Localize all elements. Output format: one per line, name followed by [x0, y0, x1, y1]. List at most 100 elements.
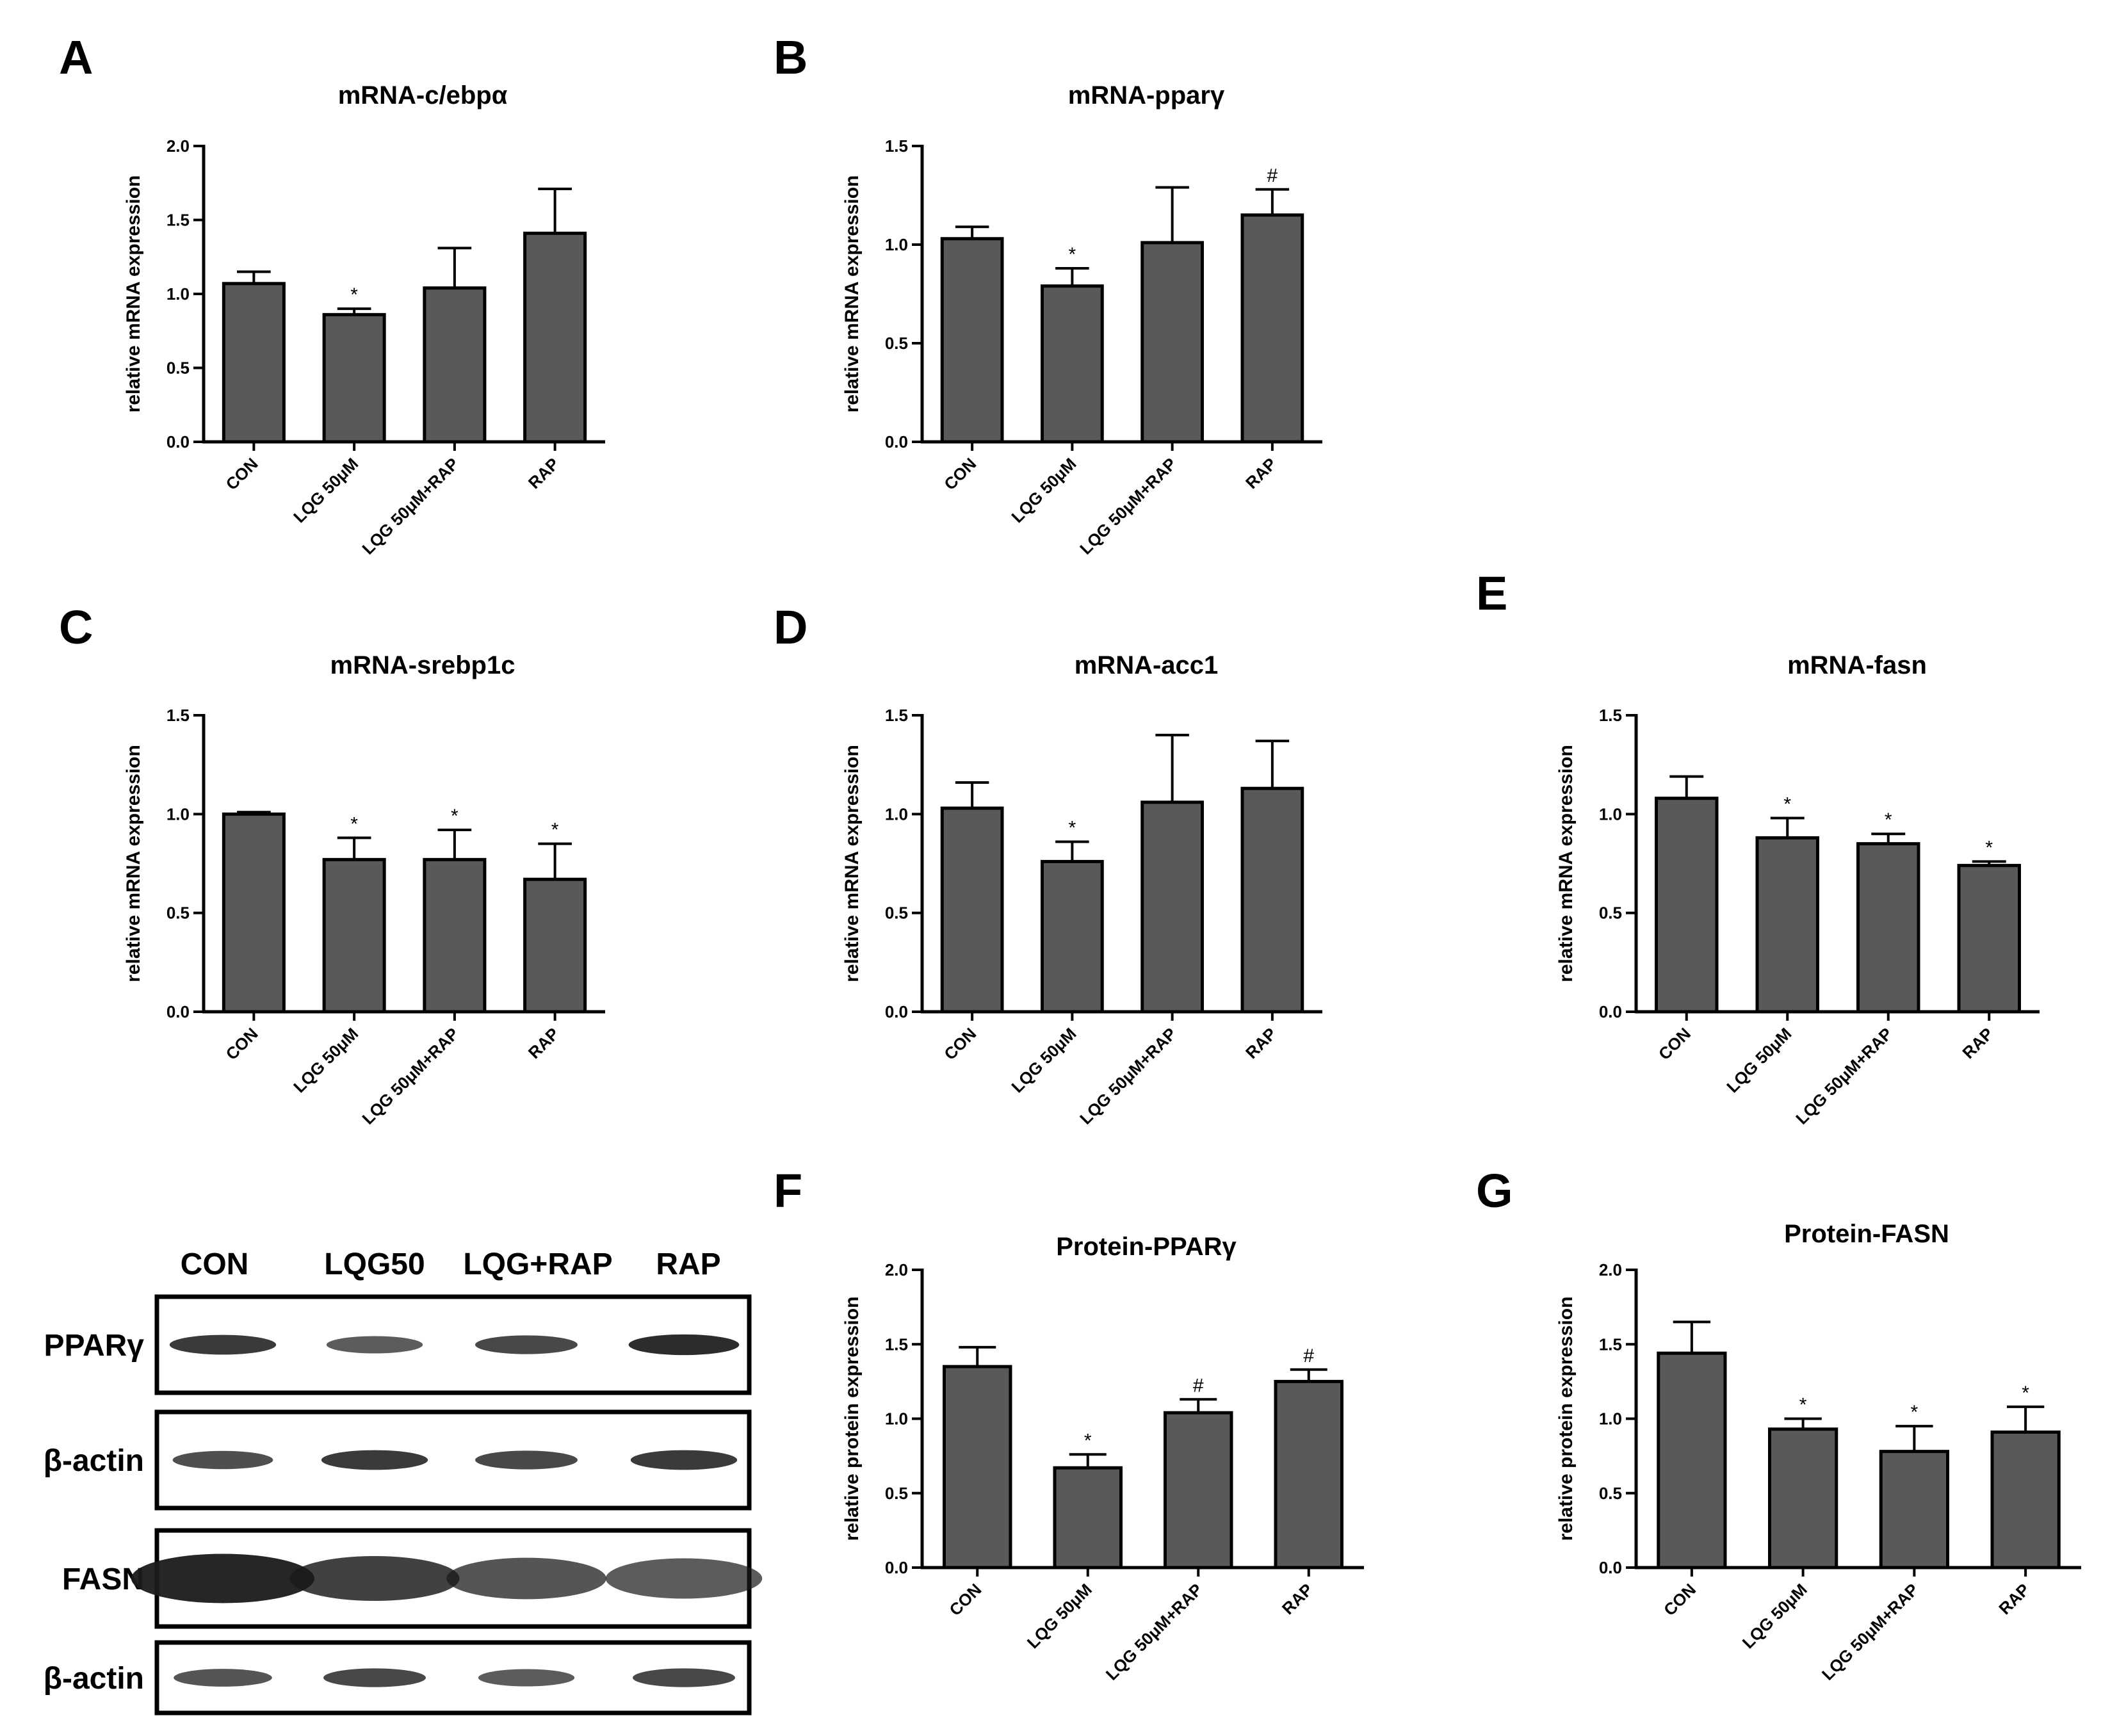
- x-tick-label: RAP: [524, 454, 563, 492]
- y-tick-label: 0.0: [885, 432, 908, 451]
- y-tick-label: 1.0: [885, 804, 908, 823]
- chart-title: mRNA-c/ebpα: [338, 81, 508, 110]
- blot-column-label: CON: [181, 1247, 249, 1281]
- bar: [322, 312, 386, 444]
- y-axis-label: relative mRNA expression: [123, 745, 144, 982]
- blot-band: [478, 1669, 575, 1687]
- significance-mark: *: [451, 806, 458, 827]
- chart-title: mRNA-acc1: [1075, 651, 1219, 679]
- y-tick-label: 1.5: [885, 706, 908, 725]
- blot-band: [628, 1334, 740, 1356]
- y-tick-label: 1.0: [885, 235, 908, 254]
- x-tick-label: LQG 50μM+RAP: [1792, 1024, 1896, 1128]
- x-tick-label: RAP: [1995, 1580, 2033, 1618]
- significance-mark: *: [1985, 837, 1993, 858]
- bar: [222, 812, 286, 1014]
- panel-letter: B: [774, 31, 807, 84]
- significance-mark: *: [1783, 794, 1791, 815]
- bar: [1755, 836, 1819, 1014]
- blot-row: β-actin: [44, 1409, 752, 1511]
- bar: [1240, 213, 1304, 444]
- significance-mark: *: [2022, 1383, 2029, 1404]
- panel-letter: E: [1476, 567, 1507, 620]
- y-tick-label: 2.0: [1599, 1260, 1622, 1279]
- x-tick-label: RAP: [1242, 1024, 1280, 1062]
- y-tick-label: 0.5: [885, 334, 908, 353]
- blot-row-label: β-actin: [44, 1444, 144, 1478]
- blot-band: [323, 1668, 426, 1687]
- significance-mark: *: [350, 284, 358, 305]
- x-tick-label: CON: [940, 454, 980, 494]
- chart-panel-f: F Protein-PPARγ relative protein expressio…: [774, 1164, 1364, 1684]
- blot-band: [446, 1557, 606, 1600]
- blot-column-label: LQG+RAP: [463, 1247, 612, 1281]
- blot-band: [475, 1450, 578, 1470]
- y-tick-label: 1.0: [1599, 804, 1622, 823]
- x-tick-label: LQG 50μM+RAP: [1076, 1024, 1180, 1128]
- y-tick-label: 0.0: [166, 1002, 190, 1021]
- blot-band: [321, 1450, 428, 1470]
- chart-title: Protein-PPARγ: [1056, 1233, 1237, 1261]
- y-tick-label: 1.0: [885, 1409, 908, 1429]
- blot-row: FASN: [62, 1528, 763, 1629]
- y-tick-label: 1.5: [166, 211, 190, 230]
- y-tick-label: 1.0: [166, 804, 190, 823]
- x-tick-label: CON: [222, 454, 262, 494]
- significance-mark: *: [1069, 244, 1076, 265]
- chart-panel-g: G Protein-FASN relative protein expression…: [1476, 1164, 2081, 1684]
- y-tick-label: 2.0: [885, 1260, 908, 1279]
- y-tick-label: 1.0: [1599, 1409, 1622, 1429]
- y-tick-label: 1.5: [1599, 1334, 1622, 1354]
- blot-band: [169, 1334, 277, 1355]
- blot-row-label: FASN: [62, 1562, 144, 1596]
- blot-band: [172, 1450, 273, 1470]
- x-tick-label: CON: [222, 1024, 262, 1064]
- x-tick-label: LQG 50μM: [1007, 1024, 1080, 1096]
- x-tick-label: LQG 50μM: [289, 1024, 362, 1096]
- x-tick-label: RAP: [1242, 454, 1280, 492]
- y-axis-label: relative mRNA expression: [123, 175, 144, 413]
- x-tick-label: LQG 50μM: [1739, 1580, 1811, 1652]
- x-tick-label: LQG 50μM: [289, 454, 362, 526]
- chart-title: mRNA-srebp1c: [330, 651, 515, 679]
- bar: [1274, 1379, 1343, 1570]
- bar: [1164, 1411, 1233, 1570]
- blot-band: [174, 1669, 272, 1687]
- x-tick-label: LQG 50μM+RAP: [358, 454, 462, 558]
- y-tick-label: 0.5: [1599, 1484, 1622, 1503]
- x-tick-label: RAP: [1278, 1580, 1317, 1618]
- y-axis-label: relative protein expression: [841, 1297, 863, 1541]
- bar: [1655, 797, 1719, 1014]
- significance-mark: *: [1069, 818, 1076, 839]
- bar: [1140, 800, 1204, 1014]
- bar: [1856, 842, 1920, 1014]
- y-axis-label: relative mRNA expression: [841, 745, 863, 982]
- blot-band: [289, 1556, 460, 1601]
- bar: [322, 857, 386, 1014]
- chart-title: mRNA-pparγ: [1068, 81, 1225, 110]
- panel-letter: G: [1476, 1164, 1513, 1217]
- significance-mark: *: [1911, 1402, 1919, 1423]
- x-tick-label: CON: [1660, 1580, 1700, 1619]
- significance-mark: *: [551, 820, 559, 841]
- blot-band: [630, 1450, 738, 1470]
- blot-row: PPARγ: [44, 1294, 752, 1395]
- y-tick-label: 1.0: [166, 284, 190, 304]
- blot-row: β-actin: [44, 1640, 752, 1716]
- x-tick-label: LQG 50μM+RAP: [1818, 1580, 1922, 1684]
- panel-letter: D: [774, 601, 807, 654]
- y-tick-label: 1.5: [1599, 706, 1622, 725]
- significance-mark: *: [1084, 1430, 1092, 1451]
- bar: [1957, 864, 2021, 1014]
- bar: [940, 237, 1004, 444]
- x-tick-label: LQG 50μM: [1007, 454, 1080, 526]
- y-axis-label: relative mRNA expression: [1555, 745, 1577, 982]
- y-tick-label: 0.5: [885, 904, 908, 923]
- x-tick-label: LQG 50μM+RAP: [1102, 1580, 1206, 1684]
- y-tick-label: 2.0: [166, 136, 190, 156]
- bar: [943, 1365, 1012, 1570]
- bar: [222, 282, 286, 444]
- y-tick-label: 0.5: [885, 1484, 908, 1503]
- blot-band: [605, 1558, 763, 1599]
